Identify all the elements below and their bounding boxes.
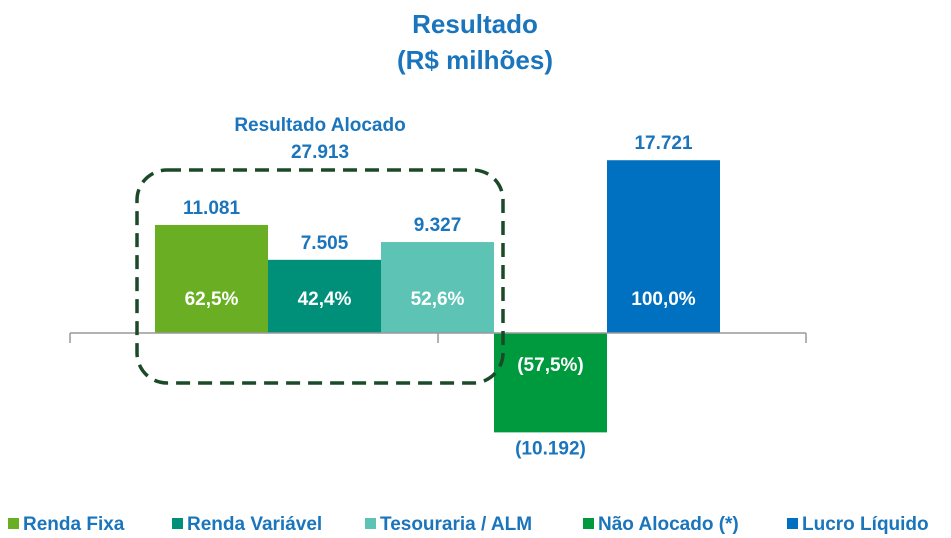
legend-swatch [365, 518, 376, 529]
annotation-title: Resultado Alocado [234, 115, 405, 136]
legend-label: Renda Variável [187, 514, 322, 535]
legend-swatch [583, 518, 594, 529]
bar [155, 224, 268, 333]
chart-title: Resultado [412, 9, 538, 39]
bar [607, 160, 720, 333]
legend-label: Não Alocado (*) [598, 514, 739, 535]
bar [381, 242, 494, 333]
bar [494, 333, 607, 433]
legend-swatch [172, 518, 183, 529]
value-label: (10.192) [515, 438, 586, 459]
chart-subtitle: (R$ milhões) [397, 45, 553, 75]
allocated-box [135, 168, 505, 385]
annotation-value: 27.913 [291, 142, 349, 163]
share-label: 42,4% [298, 289, 352, 310]
legend-label: Lucro Líquido [802, 514, 929, 535]
legend-label: Renda Fixa [23, 514, 125, 535]
share-label: 62,5% [185, 289, 239, 310]
bar [268, 259, 381, 333]
legend-swatch [8, 518, 19, 529]
bars [155, 160, 720, 433]
share-label: 52,6% [411, 289, 465, 310]
legend-swatch [787, 518, 798, 529]
value-label: 7.505 [301, 233, 349, 254]
share-label: 100,0% [631, 289, 696, 310]
value-label: 11.081 [183, 198, 240, 219]
share-label: (57,5%) [517, 355, 584, 376]
value-label: 17.721 [634, 133, 693, 154]
value-label: 9.327 [414, 215, 462, 236]
legend-label: Tesouraria / ALM [380, 514, 532, 535]
